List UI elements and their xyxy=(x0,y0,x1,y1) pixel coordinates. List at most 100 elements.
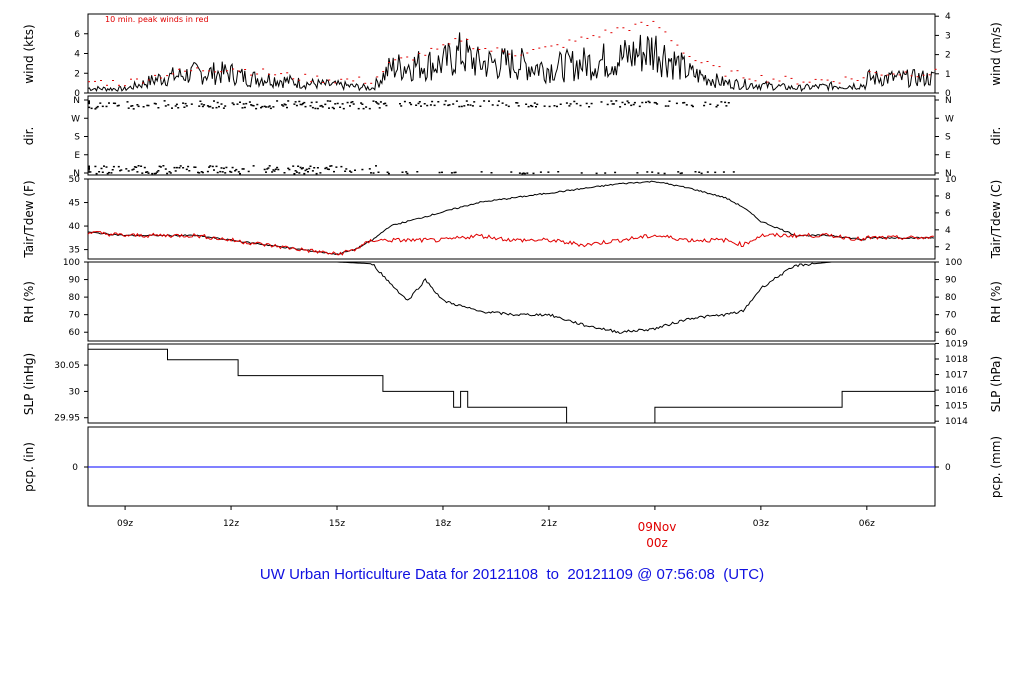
dir-point-286 xyxy=(405,171,408,173)
dir-point-271 xyxy=(372,100,375,102)
dir-point-279 xyxy=(385,104,388,107)
dir-point-243 xyxy=(314,107,317,110)
dir-point-188 xyxy=(200,103,203,105)
peak-mark-66 xyxy=(484,48,487,49)
temp-left-tick-label-1: 40 xyxy=(69,222,81,232)
dir-point-59 xyxy=(194,166,197,168)
peak-mark-51 xyxy=(394,59,397,61)
dir-point-8 xyxy=(94,165,97,168)
dir-point-263 xyxy=(351,101,354,103)
dir-point-417 xyxy=(716,104,719,106)
peak-mark-23 xyxy=(226,70,229,72)
dir-point-1 xyxy=(88,169,90,171)
dir-point-53 xyxy=(179,165,182,167)
dir-point-365 xyxy=(590,102,593,105)
peak-mark-87 xyxy=(610,32,613,34)
dir-point-278 xyxy=(384,102,387,105)
temp-right-tick-label-2: 6 xyxy=(945,209,951,219)
dir-point-373 xyxy=(614,171,617,174)
rh-right-tick-label-1: 70 xyxy=(945,311,957,321)
slp-panel: SLP (inHg) SLP (hPa) 29.95 30 30.05 1014 101… xyxy=(22,339,1003,427)
dir-point-5 xyxy=(88,165,90,168)
dir-point-17 xyxy=(110,172,113,174)
peak-mark-75 xyxy=(538,47,541,49)
slp-left-tick-label-1: 30 xyxy=(69,387,81,397)
dir-point-250 xyxy=(326,100,329,102)
dir-point-38 xyxy=(153,172,156,175)
dir-point-34 xyxy=(145,171,147,173)
dir-point-226 xyxy=(282,105,285,107)
dir-point-224 xyxy=(276,100,279,102)
dir-point-63 xyxy=(201,171,204,174)
dir-point-398 xyxy=(668,100,671,102)
dir-point-313 xyxy=(460,105,463,108)
dir-point-369 xyxy=(606,103,609,106)
dir-point-366 xyxy=(595,172,598,175)
rh-line xyxy=(88,261,866,334)
dir-point-11 xyxy=(100,167,103,170)
peak-mark-102 xyxy=(700,62,703,64)
x-tick-label-0: 09z xyxy=(117,519,133,529)
peak-mark-81 xyxy=(574,40,577,42)
dir-point-392 xyxy=(654,102,657,104)
rh-right-tick-label-4: 100 xyxy=(945,258,962,268)
dir-left-tick-label-0: N xyxy=(73,169,80,179)
dir-point-209 xyxy=(245,102,248,105)
temp-left-label: Tair/Tdew (F) xyxy=(22,180,36,258)
dir-point-69 xyxy=(215,165,218,168)
dir-point-163 xyxy=(130,105,133,107)
peak-mark-101 xyxy=(694,60,697,62)
peak-mark-127 xyxy=(850,78,853,80)
peak-mark-15 xyxy=(178,68,181,70)
dir-point-396 xyxy=(664,105,667,107)
peak-mark-82 xyxy=(580,36,583,38)
dir-point-299 xyxy=(433,104,436,107)
footer-tz: (UTC) xyxy=(723,566,765,583)
dir-point-343 xyxy=(531,105,534,108)
wind-speed-line xyxy=(87,32,935,93)
dir-point-149 xyxy=(90,107,93,110)
dir-point-157 xyxy=(112,102,115,104)
dir-point-275 xyxy=(378,107,381,109)
peak-mark-25 xyxy=(238,70,241,72)
peak-mark-9 xyxy=(142,82,144,84)
dir-point-389 xyxy=(648,101,651,104)
dir-point-92 xyxy=(268,165,271,167)
peak-mark-38 xyxy=(316,75,319,77)
dir-point-317 xyxy=(469,104,472,106)
dir-point-376 xyxy=(621,101,624,104)
dir-right-tick-label-2: S xyxy=(945,133,951,143)
dir-point-288 xyxy=(408,102,411,104)
dir-point-19 xyxy=(112,165,115,168)
peak-mark-10 xyxy=(148,79,150,81)
dir-point-159 xyxy=(116,105,119,107)
dir-point-119 xyxy=(315,172,318,175)
dir-point-269 xyxy=(365,106,368,108)
dir-point-56 xyxy=(187,165,190,168)
footer-time: 07:56:08 xyxy=(656,566,715,583)
temp-left-tick-label-3: 50 xyxy=(69,175,81,185)
peak-mark-130 xyxy=(868,71,871,73)
slp-line xyxy=(88,348,935,424)
rh-left-tick-label-2: 80 xyxy=(69,293,81,303)
peak-mark-70 xyxy=(508,53,511,55)
dir-point-66 xyxy=(209,165,212,167)
dir-point-217 xyxy=(261,105,264,108)
dir-point-324 xyxy=(490,172,493,174)
pcp-left-label: pcp. (in) xyxy=(22,442,36,492)
dir-point-36 xyxy=(147,172,150,174)
peak-mark-14 xyxy=(172,73,175,75)
peak-mark-90 xyxy=(628,30,631,31)
dir-point-301 xyxy=(438,171,441,174)
dir-point-6 xyxy=(88,171,90,173)
dir-point-415 xyxy=(714,171,717,174)
dir-point-302 xyxy=(441,171,443,174)
dir-point-185 xyxy=(190,103,193,105)
dir-point-227 xyxy=(283,103,286,105)
peak-mark-50 xyxy=(388,62,391,63)
dir-point-79 xyxy=(231,166,234,169)
dir-point-7 xyxy=(89,171,92,173)
footer-title: UW Urban Horticulture Data for 20121108 … xyxy=(0,566,1024,583)
dir-point-259 xyxy=(342,107,345,110)
dir-right-tick-label-1: E xyxy=(945,151,951,161)
